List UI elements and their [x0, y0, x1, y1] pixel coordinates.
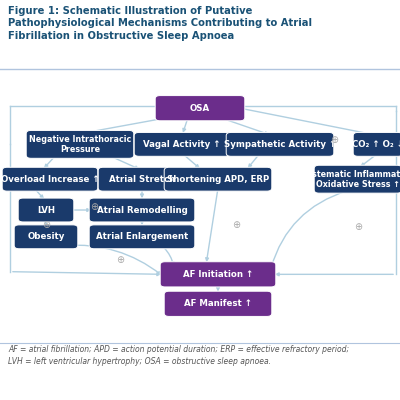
FancyBboxPatch shape: [314, 165, 400, 193]
FancyBboxPatch shape: [2, 167, 98, 191]
FancyBboxPatch shape: [226, 132, 334, 156]
Text: AF Manifest ↑: AF Manifest ↑: [184, 299, 252, 308]
Text: AF Initiation ↑: AF Initiation ↑: [183, 270, 253, 279]
Text: CO₂ ↑ O₂ ↓: CO₂ ↑ O₂ ↓: [352, 140, 400, 149]
FancyBboxPatch shape: [155, 96, 245, 121]
Text: ⊕: ⊕: [354, 222, 362, 232]
Text: Vagal Activity ↑: Vagal Activity ↑: [143, 140, 221, 149]
Text: Figure 1: Schematic Illustration of Putative
Pathophysiological Mechanisms Contr: Figure 1: Schematic Illustration of Puta…: [8, 6, 312, 40]
FancyBboxPatch shape: [26, 130, 134, 158]
Text: Systematic Inflammatory
Oxidative Stress ↑: Systematic Inflammatory Oxidative Stress…: [301, 170, 400, 189]
Text: Atrial Remodelling: Atrial Remodelling: [97, 206, 187, 214]
FancyBboxPatch shape: [164, 291, 272, 316]
Text: Overload Increase ↑: Overload Increase ↑: [1, 175, 99, 184]
FancyBboxPatch shape: [134, 132, 230, 156]
FancyBboxPatch shape: [14, 225, 78, 249]
Text: Atrial Stretch: Atrial Stretch: [109, 175, 175, 184]
Text: Negative Intrathoracic
Pressure: Negative Intrathoracic Pressure: [29, 135, 131, 154]
Text: Sympathetic Activity ↑: Sympathetic Activity ↑: [224, 140, 336, 149]
Text: LVH: LVH: [37, 206, 55, 214]
FancyBboxPatch shape: [160, 262, 276, 287]
Text: ⊕: ⊕: [90, 202, 98, 212]
FancyBboxPatch shape: [18, 198, 74, 222]
Text: ⊕: ⊕: [116, 255, 124, 265]
FancyBboxPatch shape: [98, 167, 186, 191]
Text: ⊕: ⊕: [42, 220, 50, 230]
FancyBboxPatch shape: [164, 167, 272, 191]
Text: ⊕: ⊕: [330, 134, 338, 144]
FancyBboxPatch shape: [89, 198, 195, 222]
Text: ⊕: ⊕: [232, 220, 240, 230]
Text: AF = atrial fibrillation; APD = action potential duration; ERP = effective refra: AF = atrial fibrillation; APD = action p…: [8, 345, 349, 366]
FancyBboxPatch shape: [89, 225, 195, 249]
Text: Shortening APD, ERP: Shortening APD, ERP: [167, 175, 269, 184]
FancyBboxPatch shape: [353, 132, 400, 156]
Text: Obesity: Obesity: [27, 232, 65, 241]
Text: Atrial Enlargement: Atrial Enlargement: [96, 232, 188, 241]
Text: OSA: OSA: [190, 104, 210, 113]
